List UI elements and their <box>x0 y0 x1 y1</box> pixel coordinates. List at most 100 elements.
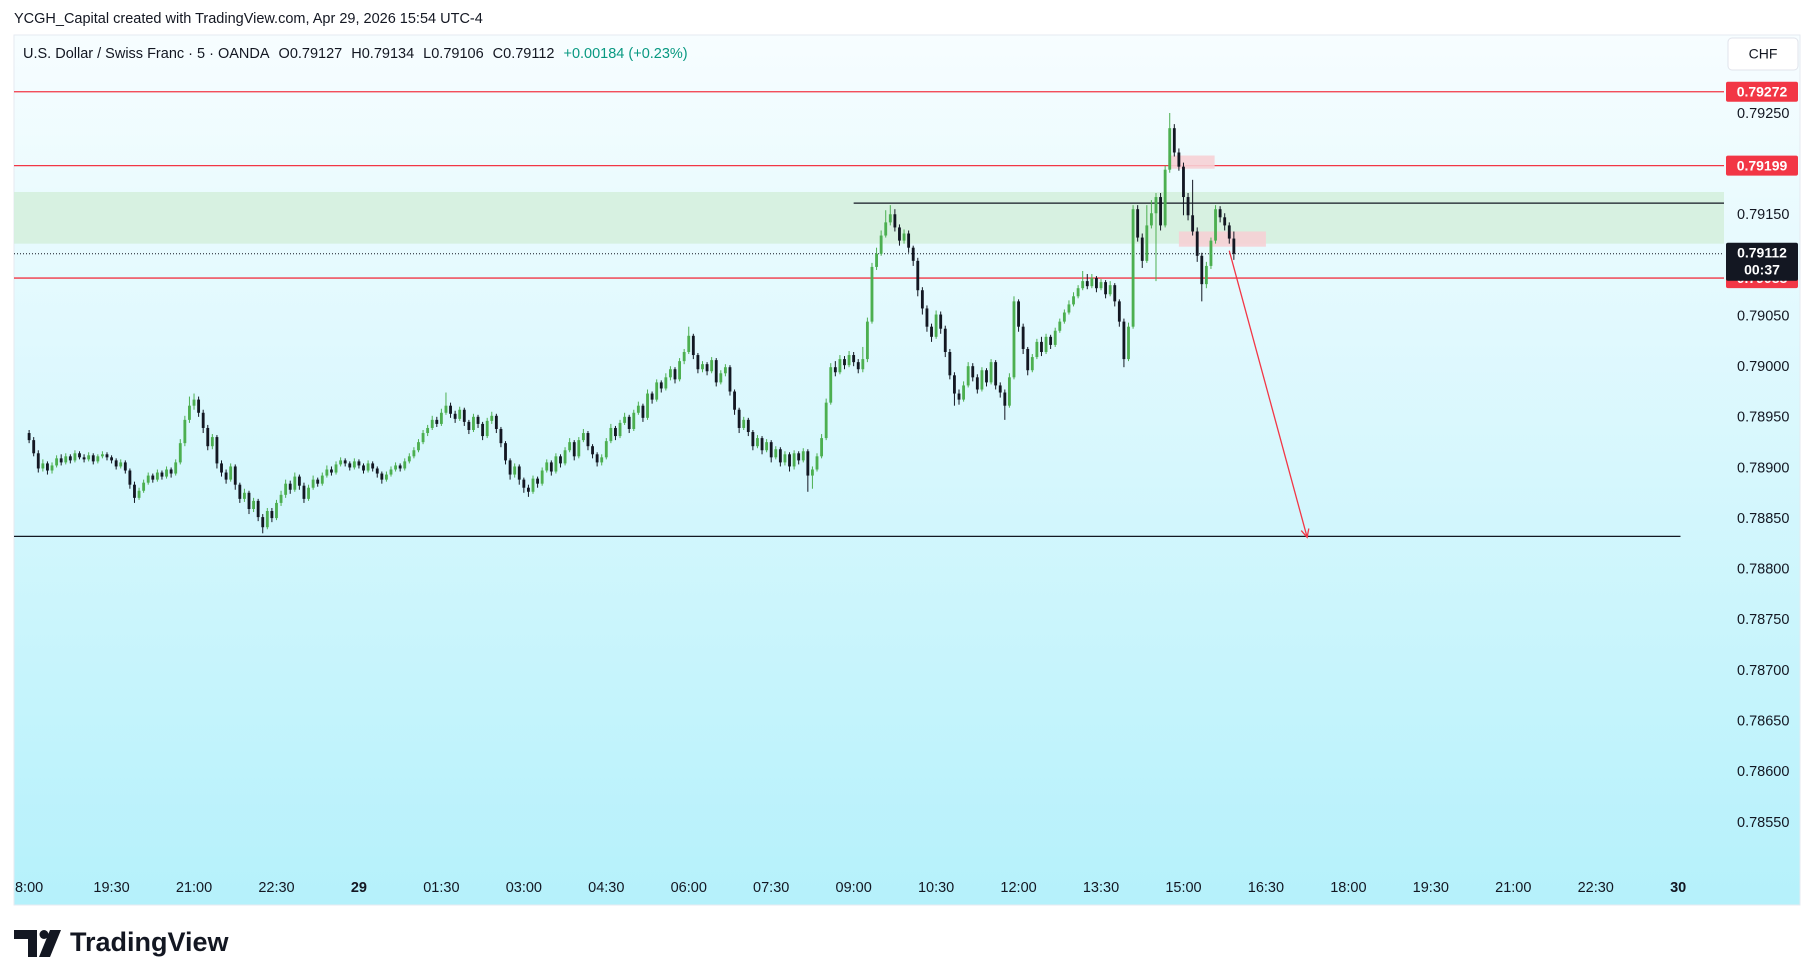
candle-body <box>549 462 553 472</box>
candle-body <box>1026 348 1030 371</box>
candle-body <box>609 427 613 442</box>
candle-body <box>178 443 182 463</box>
candle-body <box>751 432 755 447</box>
candle-body <box>536 478 540 484</box>
candle-body <box>224 472 228 480</box>
candle-body <box>412 450 416 457</box>
candle-body <box>581 433 585 441</box>
candle-body <box>302 485 306 499</box>
y-tick-label: 0.79150 <box>1737 207 1789 223</box>
candle-body <box>623 416 627 423</box>
x-tick-label: 21:00 <box>176 880 212 896</box>
x-tick-label: 22:30 <box>258 880 294 896</box>
candle-body <box>1104 282 1108 295</box>
candle-body <box>833 367 837 373</box>
candle-body <box>1049 336 1053 345</box>
candle-body <box>898 227 901 241</box>
x-tick-label: 19:30 <box>93 880 129 896</box>
currency-button[interactable] <box>1727 37 1799 71</box>
candle-body <box>1035 341 1039 358</box>
ohlc-label: L <box>423 46 431 62</box>
candle-body <box>1062 312 1066 322</box>
candle-body <box>664 377 668 389</box>
candle-body <box>733 391 736 410</box>
candle-body <box>288 483 292 490</box>
candle-body <box>453 413 457 419</box>
candle-body <box>458 409 462 419</box>
candle-body <box>934 314 938 337</box>
candle-body <box>284 483 288 495</box>
candle-body <box>398 465 402 469</box>
candle-body <box>1168 128 1172 170</box>
tradingview-logo: TradingView <box>14 927 230 957</box>
candle-body <box>650 393 654 400</box>
x-tick-label: 18:00 <box>1330 880 1366 896</box>
x-tick-label: 12:00 <box>1000 880 1036 896</box>
candle-body <box>142 482 146 491</box>
logo-mark <box>39 930 49 939</box>
candle-body <box>591 446 594 455</box>
candle-body <box>421 433 425 443</box>
candle-body <box>760 438 764 451</box>
x-tick-label: 22:30 <box>1578 880 1614 896</box>
candle-body <box>476 416 480 424</box>
x-tick-label: 30 <box>1670 880 1686 896</box>
candle-body <box>426 427 430 434</box>
candle-body <box>856 362 860 370</box>
currency-label[interactable]: CHF <box>1749 46 1778 62</box>
symbol-title: U.S. Dollar / Swiss Franc · 5 · OANDA <box>23 46 270 62</box>
y-tick-label: 0.79250 <box>1737 106 1789 122</box>
candle-body <box>192 399 196 406</box>
candle-body <box>59 458 63 463</box>
candle-body <box>1099 282 1103 289</box>
candle-body <box>618 422 622 437</box>
candle-body <box>1200 255 1204 285</box>
candle-body <box>527 487 530 492</box>
candle-body <box>160 472 164 477</box>
candle-body <box>994 362 998 386</box>
candle-body <box>330 469 333 473</box>
candle-body <box>64 456 68 463</box>
candle-body <box>334 464 338 473</box>
ohlc-value: 0.79127 <box>290 46 342 62</box>
candle-body <box>646 393 649 418</box>
ohlc-value: 0.79106 <box>431 46 483 62</box>
candle-body <box>472 416 475 430</box>
candle-body <box>467 421 471 430</box>
candle-body <box>481 423 485 437</box>
candle-body <box>907 233 911 248</box>
x-tick-label: 13:30 <box>1083 880 1119 896</box>
candle-body <box>1117 301 1121 322</box>
candle-body <box>82 457 86 460</box>
candle-body <box>742 419 746 428</box>
level-price-box <box>1726 81 1798 102</box>
candle-body <box>238 484 242 499</box>
candle-body <box>696 355 700 370</box>
candle-body <box>105 454 109 458</box>
candle-body <box>604 441 608 458</box>
candle-body <box>1232 238 1236 254</box>
candle-body <box>687 335 691 353</box>
candle-body <box>522 479 526 488</box>
candle-body <box>815 456 819 470</box>
candle-body <box>893 214 897 228</box>
candle-body <box>32 440 36 454</box>
x-tick-label: 21:00 <box>1495 880 1531 896</box>
y-tick-label: 0.78750 <box>1737 612 1789 628</box>
candle-body <box>1140 237 1144 261</box>
candle-body <box>233 466 237 485</box>
candle-body <box>169 469 173 474</box>
candle-body <box>155 472 159 480</box>
candle-body <box>1131 209 1135 327</box>
legend-line: U.S. Dollar / Swiss Franc · 5 · OANDA O0.… <box>23 46 688 62</box>
ohlc-value: 0.79134 <box>362 46 414 62</box>
candle-body <box>490 415 494 421</box>
candle-body <box>1108 285 1112 295</box>
x-tick-label: 10:30 <box>918 880 954 896</box>
candle-body <box>403 461 407 469</box>
candle-body <box>110 457 113 461</box>
candle-body <box>1081 281 1085 289</box>
candle-body <box>50 465 54 471</box>
candle-body <box>572 442 576 457</box>
